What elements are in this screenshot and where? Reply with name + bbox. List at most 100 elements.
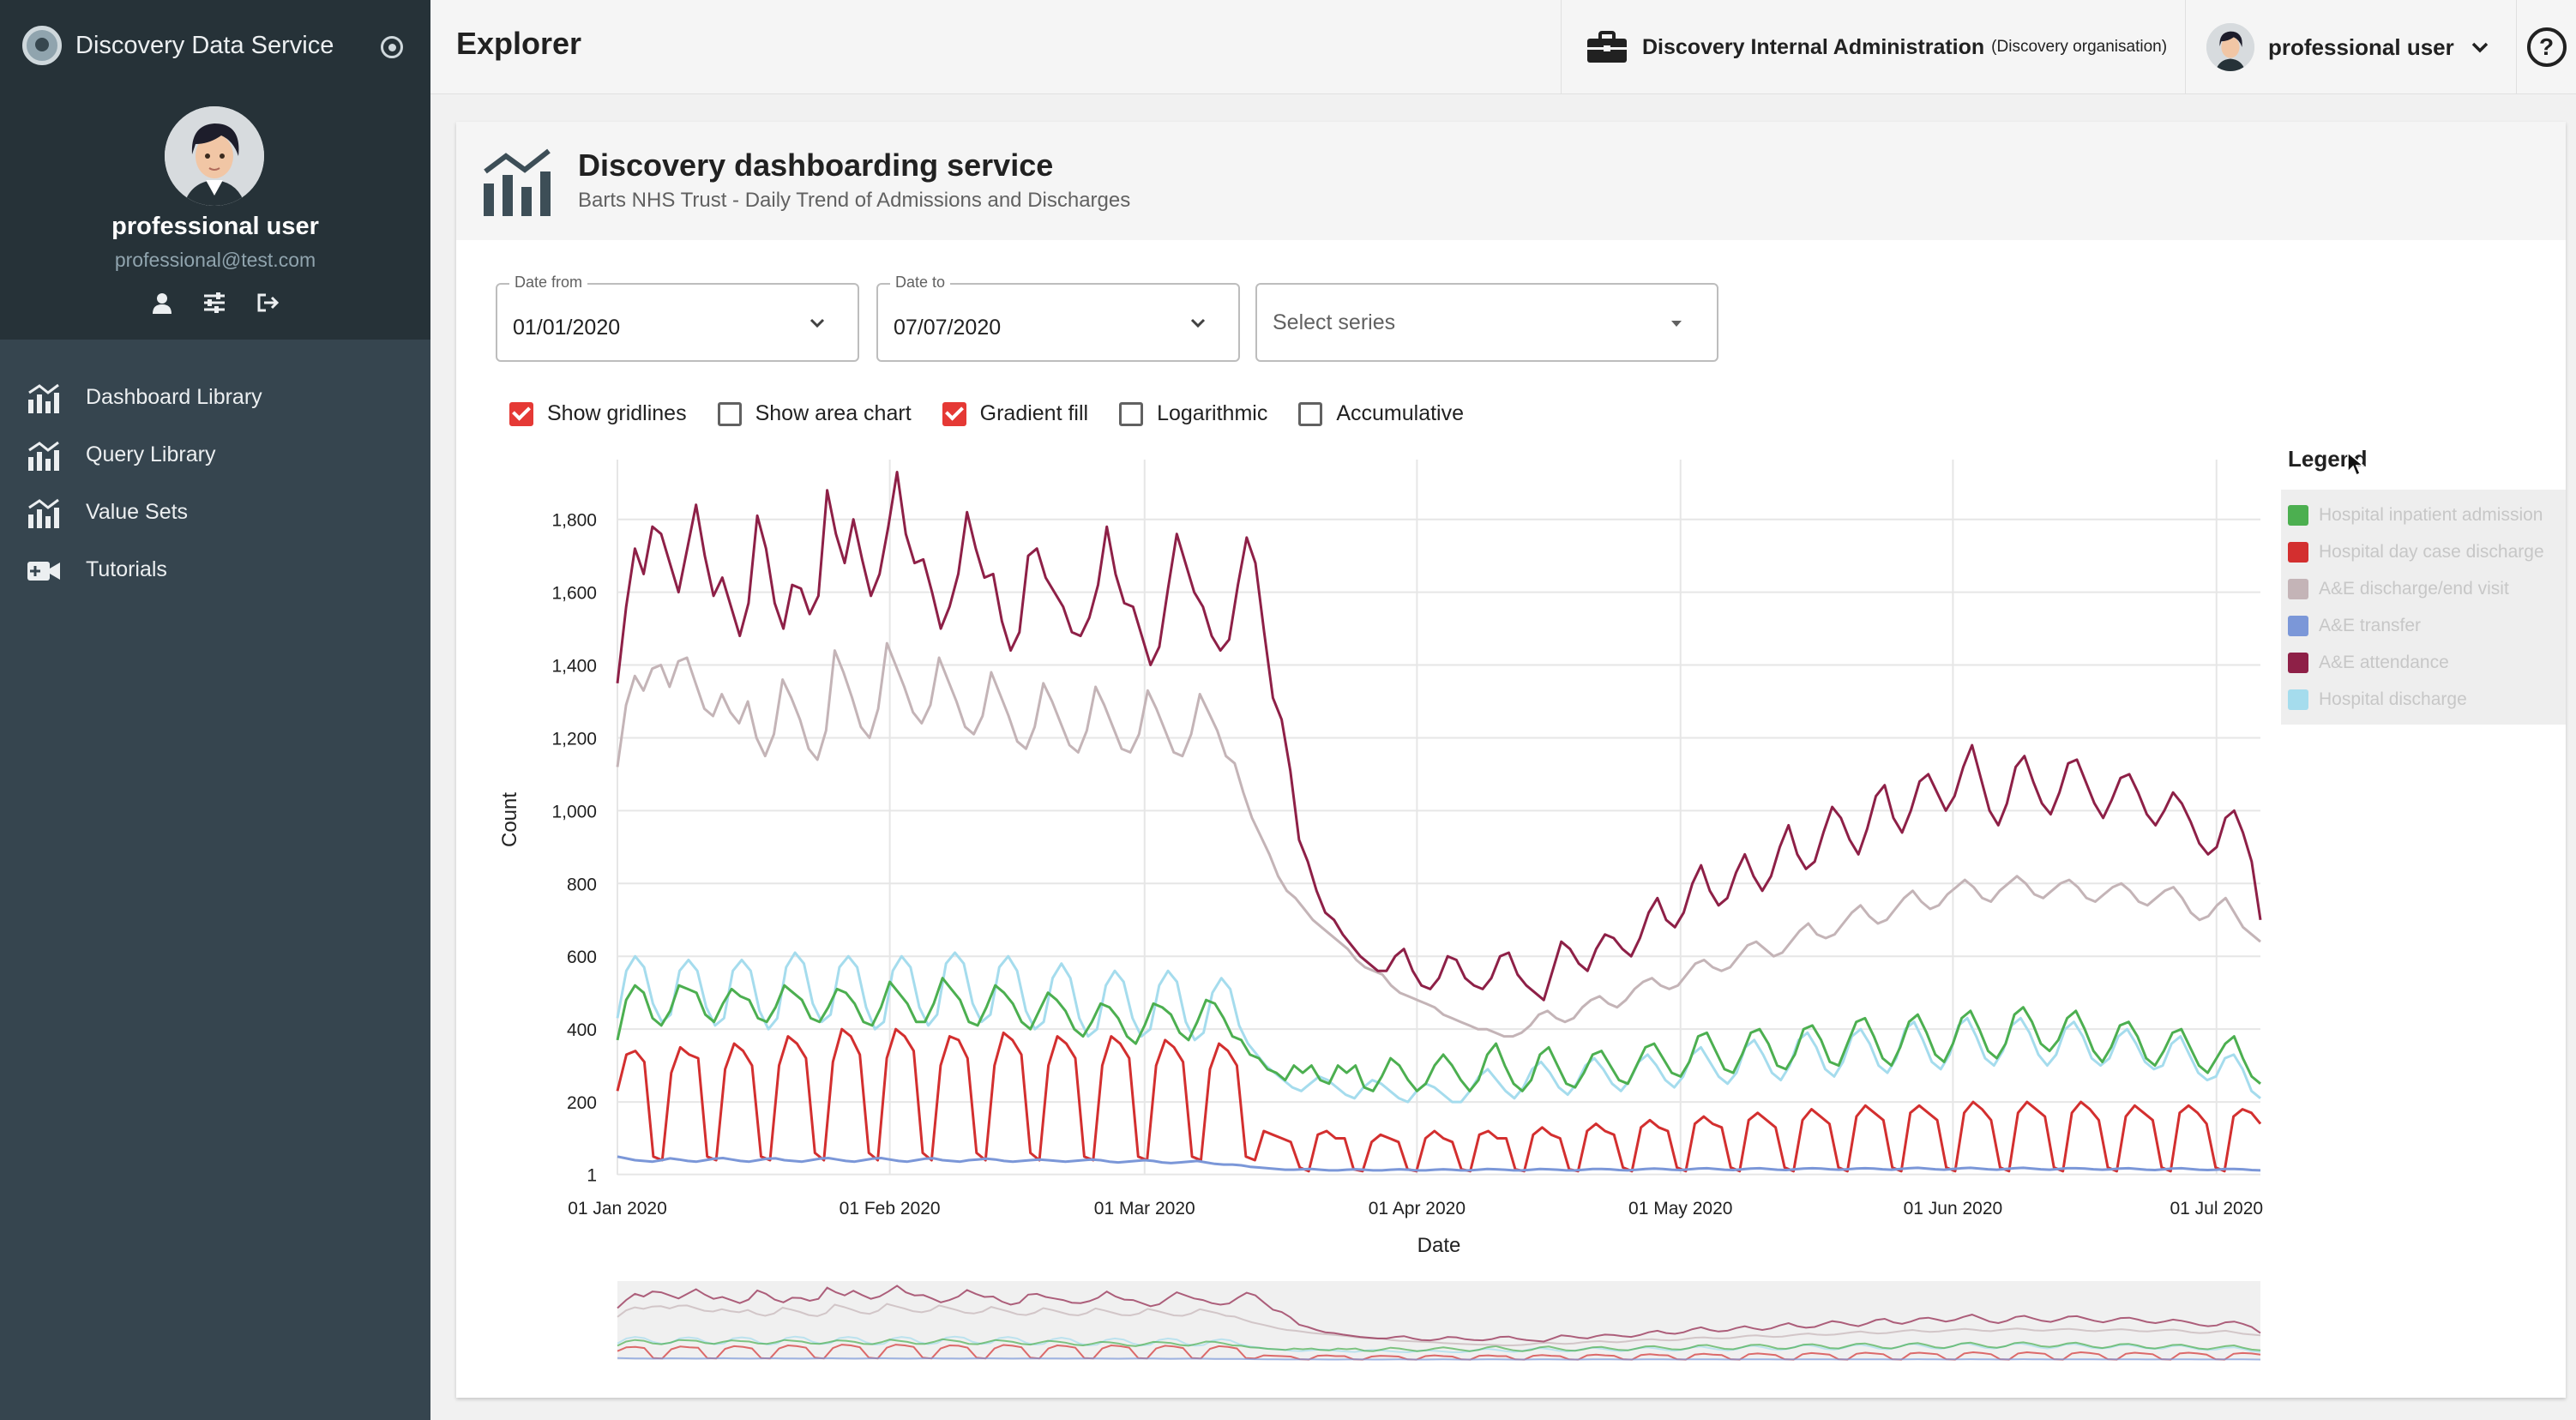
sidebar-user-actions [151,292,280,314]
navigator-series-line [617,1357,2261,1361]
legend-label: Hospital inpatient admission [2319,504,2543,525]
bar-chart-icon [28,441,59,471]
sidebar-item-value-sets[interactable]: Value Sets [0,484,430,541]
legend-swatch [2288,541,2308,563]
card-subtitle: Barts NHS Trust - Daily Trend of Admissi… [578,189,1131,212]
dashboard-chart-icon [484,148,551,216]
app-brand[interactable]: Discovery Data Service [22,24,334,67]
logout-icon[interactable] [256,292,280,314]
option-label: Logarithmic [1157,401,1268,425]
series-line [617,1155,2261,1172]
sidebar-item-dashboard-library[interactable]: Dashboard Library [0,369,430,426]
navigator-series-line [617,1338,2261,1352]
date-to-field[interactable]: Date to 07/07/2020 [876,274,1240,362]
sidebar-user-email: professional@test.com [114,249,316,271]
option-label: Show gridlines [547,401,687,425]
chart-options: Show gridlines Show area chart Gradient … [509,401,1495,426]
series-line [616,1027,2262,1173]
sidebar-item-tutorials[interactable]: Tutorials [0,541,430,599]
logarithmic-option[interactable]: Logarithmic [1119,401,1267,426]
legend-swatch [2288,578,2308,599]
app-name: Discovery Data Service [75,31,334,59]
legend-label: A&E transfer [2319,615,2422,635]
organisation-name: Discovery Internal Administration [1642,34,1985,59]
organisation-selector[interactable]: Discovery Internal Administration (Disco… [1561,0,2187,94]
y-tick-label: 800 [567,875,597,894]
sidebar-header: Discovery Data Service professional user… [0,0,430,340]
x-axis-title: Date [1417,1234,1461,1257]
series-select-placeholder: Select series [1273,310,1396,334]
organisation-type: (Discovery organisation) [1991,38,2168,56]
chevron-down-icon[interactable] [1189,314,1207,333]
bar-chart-icon [28,383,59,413]
chevron-down-icon[interactable] [808,314,827,333]
page-title: Explorer [456,26,582,61]
series-select[interactable]: Select series [1255,283,1718,362]
option-label: Accumulative [1336,401,1464,425]
option-label: Show area chart [755,401,912,425]
card-header: Discovery dashboarding service Barts NHS… [456,122,2566,240]
help-icon: ? [2526,27,2567,67]
legend-item[interactable]: A&E transfer [2288,607,2559,644]
legend-label: Hospital discharge [2319,689,2467,709]
y-tick-label: 1,800 [551,511,597,531]
sidebar-item-label: Value Sets [86,500,189,524]
legend-item[interactable]: Hospital day case discharge [2288,533,2559,570]
legend-label: A&E discharge/end visit [2319,578,2509,599]
x-tick-label: 01 Feb 2020 [840,1199,941,1218]
legend-swatch [2288,652,2308,673]
x-tick-label: 01 Jul 2020 [2170,1199,2263,1218]
date-from-label: Date from [509,274,588,292]
dashboard-card: Discovery dashboarding service Barts NHS… [456,122,2566,1398]
user-menu[interactable]: professional user [2185,0,2518,94]
sidebar-item-query-library[interactable]: Query Library [0,426,430,484]
discovery-logo-icon [22,26,62,65]
sidebar-nav: Dashboard Library Query Library Value Se… [0,369,430,599]
show-gridlines-checkbox[interactable] [509,401,533,426]
mouse-cursor-icon [2347,451,2365,477]
date-from-field[interactable]: Date from 01/01/2020 [496,274,859,362]
navigator-series-line [617,1303,2261,1346]
gradient-fill-checkbox[interactable] [942,401,966,426]
option-label: Gradient fill [979,401,1089,425]
legend-item[interactable]: Hospital discharge [2288,681,2559,718]
sidebar-user-name: professional user [111,213,319,240]
show-gridlines-option[interactable]: Show gridlines [509,401,687,426]
video-camera-icon [27,561,60,581]
series-line [616,641,2261,1038]
legend-list: Hospital inpatient admission Hospital da… [2281,490,2566,725]
legend-label: A&E attendance [2319,652,2449,672]
avatar [165,106,264,206]
radio-target-icon[interactable] [381,36,403,58]
help-button[interactable]: ? [2516,0,2576,94]
navigator-series-line [617,1344,2261,1361]
y-tick-label: 1,600 [551,584,597,604]
caret-down-icon [1671,321,1682,327]
card-title: Discovery dashboarding service [578,147,1054,183]
legend-item[interactable]: A&E attendance [2288,644,2559,681]
series-line [616,977,2261,1092]
show-area-chart-checkbox[interactable] [717,401,742,426]
trend-chart[interactable]: 1 200 400 600 800 1,000 1,200 1,400 1,600 1,800 01… [456,122,2281,1398]
accumulative-checkbox[interactable] [1298,401,1323,426]
top-bar: Explorer Discovery Internal Administrati… [430,0,2576,94]
sliders-icon[interactable] [202,292,226,314]
chart-legend: Legend Hospital inpatient admission Hosp… [2281,446,2566,725]
person-icon[interactable] [151,292,173,314]
y-tick-label: 1,400 [551,657,597,677]
gradient-fill-option[interactable]: Gradient fill [942,401,1088,426]
sidebar-item-label: Tutorials [86,557,167,581]
legend-item[interactable]: A&E discharge/end visit [2288,570,2559,607]
y-axis-title: Count [498,792,521,847]
x-tick-label: 01 Jan 2020 [568,1199,667,1218]
x-tick-label: 01 Apr 2020 [1369,1199,1466,1218]
show-area-chart-option[interactable]: Show area chart [717,401,912,426]
user-menu-name: professional user [2268,33,2454,60]
logarithmic-checkbox[interactable] [1119,401,1144,426]
sidebar-item-label: Dashboard Library [86,385,262,409]
x-tick-label: 01 May 2020 [1628,1199,1732,1218]
y-tick-label: 200 [567,1093,597,1113]
legend-item[interactable]: Hospital inpatient admission [2288,496,2559,533]
accumulative-option[interactable]: Accumulative [1298,401,1464,426]
series-line [616,951,2261,1104]
